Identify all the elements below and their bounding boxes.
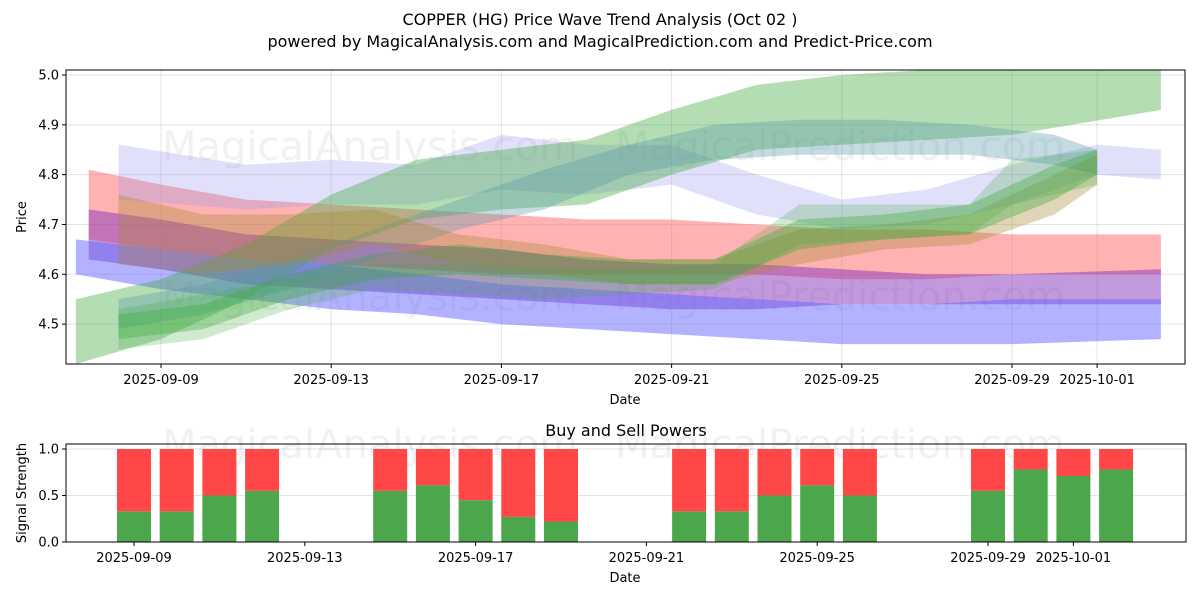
buy-bar	[842, 495, 877, 542]
bottom-y-tick-label: 0.5	[38, 489, 59, 504]
buy-bar	[117, 511, 151, 542]
bottom-x-tick-label: 2025-09-25	[779, 551, 855, 566]
buy-bar	[245, 490, 280, 542]
buy-bar	[458, 500, 493, 542]
top-y-tick-label: 4.6	[38, 268, 59, 283]
buy-bar	[757, 495, 792, 542]
watermark-text: MagicalAnalysis.com	[162, 124, 578, 170]
bottom-axes: 0.0 0.5 1.0 2025-09-09 2025-09-13 2025-09-17 2…	[38, 443, 1111, 567]
chart-title: COPPER (HG) Price Wave Trend Analysis (O…	[402, 10, 798, 29]
top-y-axis-label: Price	[15, 201, 30, 233]
buy-bar	[501, 516, 536, 542]
blue-band	[75, 239, 1161, 345]
sell-bar	[1013, 449, 1048, 470]
top-y-tick-label: 4.5	[38, 318, 59, 333]
sell-bar	[1056, 449, 1091, 476]
bottom-y-axis-label: Signal Strength	[15, 443, 30, 543]
buy-bar	[971, 490, 1005, 542]
green-band-wide	[75, 70, 1161, 364]
buy-bar	[159, 511, 194, 542]
top-y-tick-label: 4.9	[38, 118, 59, 133]
sell-bar	[245, 449, 280, 491]
bottom-x-tick-label: 2025-09-17	[438, 551, 514, 566]
buy-bar	[714, 511, 749, 542]
top-bands	[75, 70, 1161, 364]
sell-bar	[544, 449, 578, 522]
top-y-tick-label: 4.7	[38, 218, 59, 233]
sell-bar	[714, 449, 749, 512]
buy-bar	[1013, 469, 1048, 542]
bottom-x-tick-label: 2025-09-29	[950, 551, 1026, 566]
bottom-x-tick-label: 2025-09-21	[609, 551, 685, 566]
top-y-tick-label: 4.8	[38, 168, 59, 183]
top-x-tick-label: 2025-09-17	[464, 373, 540, 388]
buy-bar	[202, 495, 237, 542]
top-x-tick-label: 2025-09-13	[293, 373, 369, 388]
top-y-tick-label: 5.0	[38, 68, 59, 83]
sell-bar	[159, 449, 194, 512]
bottom-y-tick-label: 0.0	[38, 536, 59, 551]
teal-band	[118, 119, 1098, 330]
buy-bar	[373, 490, 408, 542]
sell-bar	[117, 449, 151, 512]
light-blue-band-upper	[118, 134, 1161, 230]
sell-bar	[800, 449, 835, 486]
sell-bar	[757, 449, 792, 496]
buy-bar	[415, 485, 450, 542]
bottom-x-tick-label: 2025-10-01	[1036, 551, 1112, 566]
top-plot-frame	[65, 69, 1186, 365]
sell-bar	[971, 449, 1005, 491]
buy-bar	[800, 485, 835, 542]
green-band-narrow	[118, 149, 1098, 340]
top-x-tick-label: 2025-09-29	[974, 373, 1050, 388]
watermark-text: MagicalPrediction.com	[615, 124, 1065, 170]
bottom-plot-frame	[65, 443, 1187, 543]
top-x-tick-label: 2025-09-21	[634, 373, 710, 388]
buy-bar	[544, 521, 578, 542]
buy-bar	[1099, 469, 1134, 542]
top-x-tick-label: 2025-09-25	[804, 373, 880, 388]
top-x-tick-label: 2025-10-01	[1059, 373, 1135, 388]
bottom-x-tick-label: 2025-09-13	[267, 551, 343, 566]
sell-bar	[501, 449, 536, 517]
bottom-bars	[117, 449, 1134, 542]
top-x-tick-label: 2025-09-09	[123, 373, 199, 388]
bottom-chart-title: Buy and Sell Powers	[545, 421, 707, 440]
sell-bar	[1099, 449, 1134, 470]
buy-bar	[1056, 475, 1091, 542]
buy-bar	[672, 511, 707, 542]
sell-bar	[202, 449, 237, 496]
top-x-axis-label: Date	[609, 393, 640, 408]
brown-band	[118, 154, 1098, 285]
top-axes: 4.5 4.6 4.7 4.8 4.9 5.0 2025-09-09 2025-09-13 20…	[38, 68, 1135, 388]
bottom-x-tick-label: 2025-09-09	[96, 551, 172, 566]
bottom-x-axis-label: Date	[609, 571, 640, 586]
sell-bar	[415, 449, 450, 486]
sell-bar	[458, 449, 493, 501]
green-band-lower	[118, 149, 1098, 350]
bottom-y-tick-label: 1.0	[38, 443, 59, 458]
sell-bar	[672, 449, 707, 512]
chart-subtitle: powered by MagicalAnalysis.com and Magic…	[267, 32, 933, 51]
sell-bar	[842, 449, 877, 496]
sell-bar	[373, 449, 408, 491]
